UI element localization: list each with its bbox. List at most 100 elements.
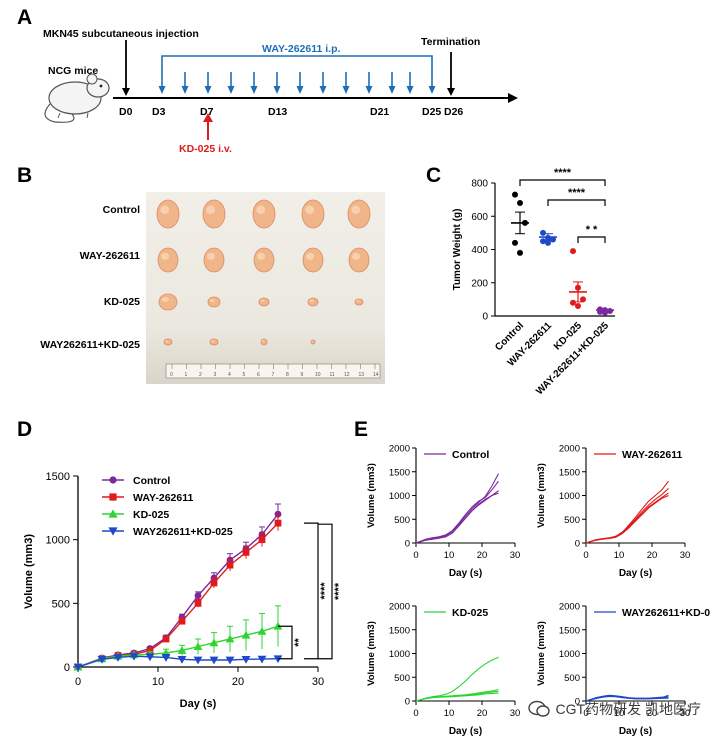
legend-label: KD-025 — [133, 509, 169, 521]
data-point — [545, 239, 551, 246]
y-tick-label: 500 — [394, 515, 410, 526]
square-marker — [274, 519, 282, 527]
x-tick-label: 10 — [152, 676, 164, 688]
tumor-specimen — [348, 247, 370, 273]
square-marker — [194, 599, 202, 607]
day-label: D21 — [370, 106, 389, 118]
y-tick-label: 1000 — [559, 491, 580, 502]
x-tick-label: 0 — [583, 550, 588, 561]
square-marker — [162, 635, 170, 643]
way-dose-arrows — [158, 72, 436, 94]
significance-bracket — [547, 199, 606, 206]
ruler-tick-label: 10 — [315, 372, 321, 378]
data-point — [517, 249, 523, 256]
way-label: WAY-262611 i.p. — [262, 43, 340, 55]
ruler-tick-label: 2 — [199, 372, 202, 378]
tumor-highlight — [356, 300, 360, 302]
y-tick-label: 2000 — [389, 444, 410, 455]
tumor-highlight — [160, 205, 170, 214]
day-label: D13 — [268, 106, 287, 118]
photo-row-label-kd: KD-025 — [103, 296, 140, 308]
x-tick-label: 0 — [413, 708, 418, 719]
data-point — [512, 191, 518, 198]
series-1 — [74, 514, 282, 671]
significance-label: ** — [293, 637, 305, 646]
triangle-up-marker — [108, 509, 118, 518]
ruler-tick-label: 8 — [286, 372, 289, 378]
tumor-highlight — [257, 252, 265, 260]
y-tick-label: 800 — [471, 179, 488, 190]
y-tick-label: 600 — [471, 212, 488, 223]
tumor-specimen — [252, 199, 276, 229]
individual-line — [415, 492, 499, 544]
individual-chart-way: 0 500 1000 1500 2000 0 10 20 30 Day (s) Volume (mm… — [536, 444, 691, 580]
termination-arrowhead — [447, 88, 455, 96]
triangle-down-marker — [73, 663, 83, 672]
panel-a-timeline: MKN45 subcutaneous injection NCG mice Te… — [43, 28, 518, 155]
y-tick-label: 2000 — [559, 602, 580, 613]
way-dose-arrowhead — [365, 86, 373, 94]
legend-label: WAY-262611 — [133, 492, 193, 504]
series-line — [77, 522, 279, 668]
x-tick-label: 30 — [680, 550, 691, 561]
significance-bracket — [304, 522, 319, 660]
x-axis-label: Day (s) — [619, 568, 652, 579]
x-tick-label: 10 — [614, 708, 625, 719]
mice-label: NCG mice — [48, 65, 98, 77]
x-tick-label: 20 — [477, 550, 488, 561]
triangle-down-marker — [129, 652, 139, 661]
data-point — [570, 248, 576, 255]
triangle-down-marker — [177, 655, 187, 664]
significance-label: **** — [554, 167, 572, 179]
x-tick-label: 10 — [614, 550, 625, 561]
y-axis-label: Volume (mm3) — [536, 621, 547, 686]
data-point — [550, 236, 556, 243]
legend-label: Control — [452, 449, 489, 461]
data-point — [517, 199, 523, 206]
triangle-down-marker — [161, 654, 171, 662]
day-label: D0 — [119, 106, 133, 118]
wechat-icon — [527, 700, 550, 717]
day-label: D3 — [152, 106, 166, 118]
y-axis-label: Volume (mm3) — [366, 463, 377, 528]
individual-line — [415, 473, 499, 544]
x-tick-label: 30 — [680, 708, 691, 719]
ruler-tick-label: 5 — [243, 372, 246, 378]
tumor-highlight — [211, 340, 215, 342]
ruler-ticks: 0 1 2 3 4 5 6 7 8 9 10 11 12 13 14 — [170, 364, 379, 378]
legend-label: WAY-262611 — [622, 449, 682, 461]
ruler-tick-label: 6 — [257, 372, 260, 378]
x-tick-label: 10 — [444, 708, 455, 719]
x-tick-label: 0 — [413, 550, 418, 561]
individual-chart-combo: 0 500 1000 1500 2000 0 10 20 30 Day (s) Volume (mm… — [536, 602, 710, 738]
triangle-down-marker — [193, 656, 203, 665]
triangle-down-marker — [113, 654, 123, 662]
significance-bracket — [519, 179, 606, 186]
y-tick-label: 200 — [471, 278, 488, 289]
tumor-specimen — [301, 199, 325, 229]
way-dose-arrowhead — [273, 86, 281, 94]
legend-label: Control — [133, 475, 170, 487]
injection-label: MKN45 subcutaneous injection — [43, 28, 199, 40]
y-tick-label: 1500 — [389, 625, 410, 636]
x-tick-label: 30 — [510, 550, 521, 561]
x-tick-label: 0 — [75, 676, 81, 688]
y-tick-label: 500 — [564, 673, 580, 684]
tumor-highlight — [206, 205, 216, 214]
tumor-specimen — [354, 298, 364, 306]
y-tick-label: 500 — [394, 673, 410, 684]
y-tick-label: 400 — [471, 245, 488, 256]
individual-line — [415, 480, 499, 544]
tumor-highlight — [261, 340, 265, 342]
y-tick-label: 0 — [64, 662, 70, 674]
tumor-specimen — [310, 339, 316, 345]
way-dose-arrowhead — [204, 86, 212, 94]
triangle-down-marker — [257, 655, 267, 664]
tumor-specimen — [202, 199, 226, 229]
circle-marker — [109, 476, 117, 484]
tumor-highlight — [309, 299, 314, 302]
individual-line — [585, 695, 669, 702]
watermark-text: CGT药物研发 凯地医疗 — [555, 701, 701, 717]
tumor-specimen — [307, 297, 319, 307]
data-point — [575, 303, 581, 310]
